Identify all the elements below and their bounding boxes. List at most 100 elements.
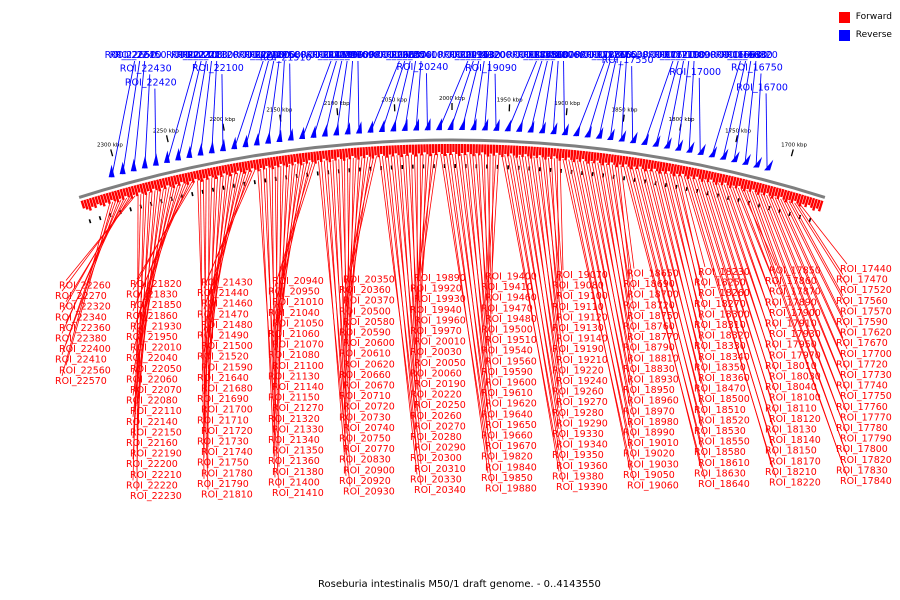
reverse-swatch (838, 29, 850, 41)
reverse-feature-arrow (697, 143, 706, 155)
forward-leader-line (396, 155, 422, 422)
forward-roi-label: ROI_18110 (765, 403, 817, 414)
feature-mark (685, 186, 688, 192)
forward-gene-mark (647, 159, 652, 170)
figure-caption: Roseburia intestinalis M50/1 draft genom… (318, 579, 601, 590)
forward-gene-mark (584, 151, 588, 162)
forward-gene-mark (333, 149, 337, 161)
reverse-leader-line (518, 60, 543, 132)
forward-gene-mark (287, 154, 291, 164)
forward-leader-line (491, 154, 494, 293)
forward-gene-mark (255, 159, 260, 172)
forward-roi-label: ROI_18750 (627, 311, 679, 322)
forward-gene-mark (624, 156, 629, 165)
reverse-feature-arrow (424, 118, 431, 131)
reverse-roi-label: ROI_16750 (731, 63, 783, 74)
forward-gene-mark (218, 165, 223, 178)
forward-roi-label: ROI_19410 (481, 282, 533, 293)
reverse-roi-label: ROI_22370 (166, 50, 218, 61)
forward-leader-line (203, 177, 213, 437)
reverse-leader-line (698, 77, 701, 155)
forward-leader-line (780, 198, 844, 339)
kbp-tick-label: 2150 kbp (266, 108, 292, 114)
forward-roi-label: ROI_17590 (836, 317, 888, 328)
reverse-roi-label: ROI_20410 (391, 50, 443, 61)
feature-mark (211, 187, 215, 192)
forward-leader-line (345, 158, 351, 370)
forward-gene-mark (627, 156, 632, 167)
forward-gene-mark (564, 149, 568, 161)
forward-roi-label: ROI_22010 (130, 343, 182, 354)
kbp-tick-label: 1900 kbp (554, 101, 580, 107)
reverse-leader-line (733, 60, 752, 163)
forward-roi-label: ROI_19110 (552, 302, 604, 313)
forward-roi-label: ROI_17790 (840, 434, 892, 445)
forward-roi-label: ROI_19640 (481, 409, 533, 420)
forward-gene-mark (116, 189, 122, 200)
forward-roi-label: ROI_20030 (410, 347, 462, 358)
forward-gene-mark (321, 150, 326, 159)
forward-gene-mark (527, 146, 531, 157)
forward-roi-label: ROI_17670 (836, 338, 888, 349)
forward-roi-label: ROI_18610 (698, 458, 750, 469)
forward-roi-label: ROI_21440 (197, 288, 249, 299)
forward-roi-label: ROI_18220 (769, 478, 821, 489)
forward-leader-line (763, 194, 844, 402)
forward-roi-label: ROI_21050 (272, 318, 324, 329)
forward-gene-mark (658, 161, 663, 174)
feature-mark (264, 178, 267, 183)
reverse-roi-label: ROI_16930 (716, 50, 768, 61)
forward-roi-label: ROI_22560 (59, 365, 111, 376)
forward-roi-label: ROI_21270 (272, 403, 324, 414)
reverse-features: ROI_16700ROI_16750ROI_16820ROI_16830ROI_… (105, 50, 788, 178)
forward-gene-mark (175, 174, 181, 186)
forward-leader-line (65, 200, 119, 345)
reverse-feature-arrow (618, 130, 627, 142)
forward-gene-mark (604, 153, 609, 163)
forward-roi-label: ROI_22200 (126, 459, 178, 470)
feature-mark (664, 182, 668, 188)
forward-roi-label: ROI_18470 (694, 384, 746, 395)
forward-leader-line (65, 195, 136, 281)
forward-roi-label: ROI_20220 (410, 390, 462, 401)
feature-mark (253, 180, 256, 185)
forward-gene-mark (284, 155, 289, 168)
forward-gene-mark (655, 161, 660, 172)
forward-leader-line (678, 174, 702, 278)
forward-gene-mark (686, 166, 692, 180)
forward-swatch (838, 11, 850, 23)
forward-roi-label: ROI_19260 (552, 387, 604, 398)
reverse-feature-arrow (175, 147, 182, 161)
forward-gene-mark (581, 150, 586, 160)
reverse-leader-line (438, 60, 469, 131)
forward-roi-label: ROI_17950 (765, 340, 817, 351)
kbp-tick-label: 2100 kbp (324, 101, 350, 107)
forward-leader-line (257, 169, 280, 489)
forward-gene-mark (633, 157, 637, 167)
reverse-roi-label: ROI_18400 (523, 50, 575, 61)
forward-gene-mark (88, 197, 94, 208)
reverse-leader-line (256, 60, 275, 146)
kbp-tick (222, 123, 225, 131)
forward-gene-mark (195, 170, 201, 181)
forward-leader-line (203, 178, 207, 458)
forward-roi-label: ROI_20050 (414, 358, 466, 369)
reverse-roi-label: ROI_19090 (465, 63, 517, 74)
forward-gene-mark (221, 165, 226, 174)
forward-gene-mark (164, 177, 169, 186)
reverse-leader-line (111, 60, 136, 178)
forward-leader-line (463, 154, 493, 399)
forward-gene-mark (592, 152, 597, 164)
forward-gene-mark (229, 163, 234, 173)
forward-gene-mark (801, 195, 807, 205)
forward-roi-label: ROI_22360 (59, 323, 111, 334)
forward-gene-mark (102, 193, 108, 203)
forward-roi-label: ROI_18030 (769, 372, 821, 383)
reverse-leader-line (744, 60, 757, 165)
reverse-roi-label: ROI_20150 (443, 50, 495, 61)
kbp-tick (622, 114, 625, 122)
reverse-feature-arrow (447, 118, 454, 131)
forward-gene-mark (704, 170, 709, 180)
reverse-roi-label: ROI_17090 (664, 50, 716, 61)
forward-gene-mark (184, 172, 190, 186)
